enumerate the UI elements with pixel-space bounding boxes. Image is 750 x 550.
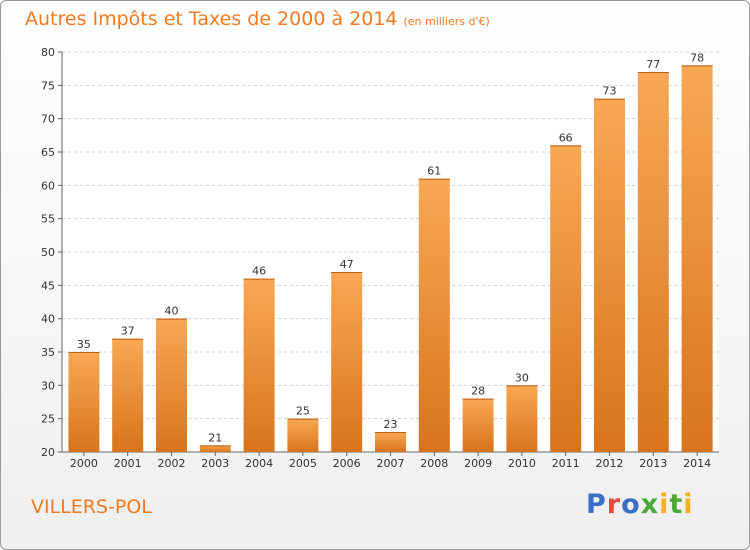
- chart-title: Autres Impôts et Taxes de 2000 à 2014 (en…: [25, 8, 490, 30]
- y-tick-label: 35: [41, 346, 55, 359]
- y-tick-label: 80: [41, 46, 55, 59]
- y-tick-label: 60: [41, 179, 55, 192]
- data-label: 78: [690, 51, 704, 64]
- y-tick-label: 30: [41, 379, 55, 392]
- bar: [418, 178, 450, 452]
- bar: [112, 338, 144, 452]
- x-tick-label: 2011: [552, 457, 580, 470]
- data-label: 28: [471, 385, 485, 398]
- bar: [550, 145, 582, 453]
- y-tick-label: 65: [41, 146, 55, 159]
- x-tick-label: 2002: [158, 457, 186, 470]
- data-label: 77: [646, 58, 660, 71]
- bar: [68, 352, 100, 452]
- y-tick-label: 75: [41, 79, 55, 92]
- x-tick-label: 2004: [245, 457, 273, 470]
- data-label: 21: [208, 431, 222, 444]
- bar: [243, 278, 275, 452]
- x-tick-label: 2014: [683, 457, 711, 470]
- bar: [506, 385, 538, 452]
- y-tick-label: 40: [41, 313, 55, 326]
- y-tick-label: 70: [41, 113, 55, 126]
- bar: [287, 418, 319, 452]
- y-tick-label: 25: [41, 413, 55, 426]
- bar: [594, 98, 625, 453]
- data-label: 23: [384, 418, 398, 431]
- data-label: 61: [427, 165, 441, 178]
- x-tick-label: 2001: [114, 457, 142, 470]
- bar: [156, 318, 187, 452]
- x-tick-label: 2009: [464, 457, 492, 470]
- data-label: 47: [340, 258, 354, 271]
- x-tick-label: 2008: [420, 457, 448, 470]
- bar: [681, 65, 713, 452]
- y-tick-label: 55: [41, 213, 55, 226]
- bar: [375, 432, 406, 452]
- bar: [462, 398, 494, 452]
- x-tick-label: 2006: [333, 457, 361, 470]
- data-label: 73: [603, 85, 617, 98]
- data-label: 25: [296, 405, 310, 418]
- bar: [199, 445, 231, 452]
- bar: [637, 72, 669, 452]
- data-label: 40: [165, 305, 179, 318]
- bar: [331, 272, 363, 452]
- data-label: 37: [121, 325, 135, 338]
- data-label: 66: [559, 131, 573, 144]
- x-tick-label: 2005: [289, 457, 317, 470]
- y-tick-label: 50: [41, 246, 55, 259]
- data-label: 46: [252, 265, 266, 278]
- x-tick-label: 2003: [201, 457, 229, 470]
- place-name: VILLERS-POL: [31, 496, 152, 518]
- x-tick-label: 2010: [508, 457, 536, 470]
- data-label: 30: [515, 371, 529, 384]
- x-tick-label: 2013: [639, 457, 667, 470]
- y-tick-label: 20: [41, 446, 55, 459]
- data-label: 35: [77, 338, 91, 351]
- x-tick-label: 2000: [70, 457, 98, 470]
- proxiti-logo: Proxiti: [586, 489, 694, 520]
- chart-subtitle: (en milliers d'€): [403, 15, 490, 28]
- y-tick-label: 45: [41, 279, 55, 292]
- x-tick-label: 2007: [377, 457, 405, 470]
- x-tick-label: 2012: [596, 457, 624, 470]
